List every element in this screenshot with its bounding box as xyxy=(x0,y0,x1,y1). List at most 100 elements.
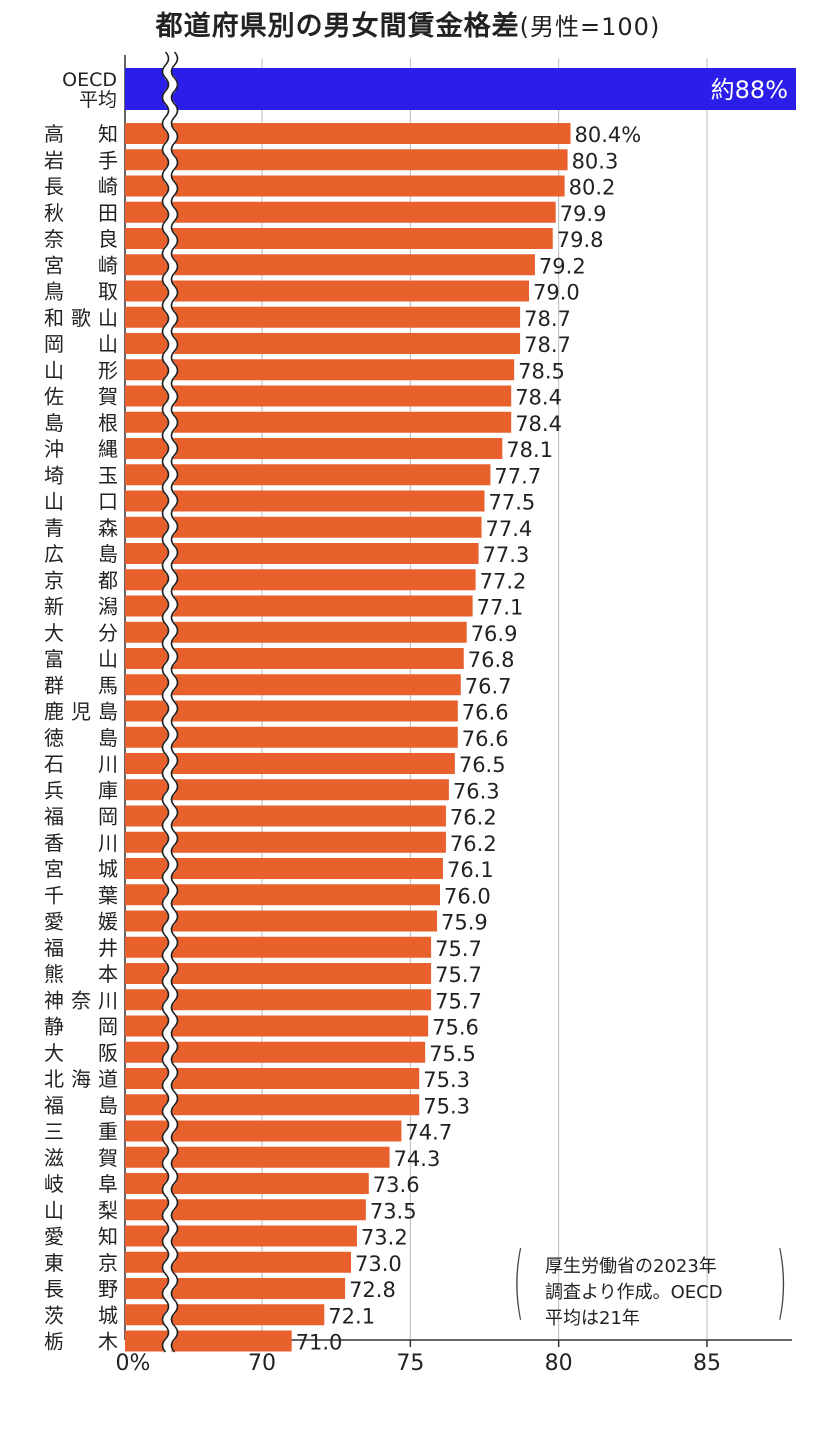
data-label: 78.7 xyxy=(524,307,571,331)
category-label: 岐 阜 xyxy=(44,1172,118,1196)
bar xyxy=(125,201,556,223)
data-label: 79.2 xyxy=(539,254,586,278)
x-tick-label: 80 xyxy=(545,1351,573,1376)
category-label: 高 知 xyxy=(44,122,118,146)
category-label: 栃 木 xyxy=(44,1330,118,1354)
chart-subtitle: (男性=100) xyxy=(519,13,661,41)
data-label: 76.8 xyxy=(468,648,515,672)
x-tick-label: 85 xyxy=(693,1351,721,1376)
x-tick-label: 70 xyxy=(248,1351,276,1376)
bar xyxy=(125,700,458,722)
bar xyxy=(125,936,432,958)
data-label: 79.9 xyxy=(560,202,607,226)
bar xyxy=(125,1041,426,1063)
bar xyxy=(125,516,482,538)
data-label: 78.4 xyxy=(515,386,562,410)
data-label: 75.7 xyxy=(435,963,482,987)
data-label: 76.1 xyxy=(447,858,494,882)
bar xyxy=(125,648,464,669)
category-label: 和歌山 xyxy=(44,306,118,330)
category-label: 佐 賀 xyxy=(44,385,118,409)
category-label: 広 島 xyxy=(44,542,118,566)
bar xyxy=(125,1278,346,1299)
bar xyxy=(125,175,565,197)
data-label: 76.2 xyxy=(450,832,497,856)
data-label: 75.9 xyxy=(441,911,488,935)
bar xyxy=(125,569,476,591)
data-label: 76.6 xyxy=(462,727,509,751)
note-paren-left: ( xyxy=(513,1235,525,1328)
category-label: 秋 田 xyxy=(44,201,118,225)
category-label: 鹿児島 xyxy=(44,700,118,724)
category-label: 山 口 xyxy=(44,490,118,514)
source-note-text: 厚生労働省の2023年 調査より作成。OECD 平均は21年 xyxy=(545,1254,723,1332)
bar xyxy=(125,805,446,827)
oecd-value-label: 約88% xyxy=(711,76,788,104)
data-label: 77.3 xyxy=(483,543,530,567)
data-label: 75.3 xyxy=(423,1068,470,1092)
bar xyxy=(125,595,473,617)
category-label: 熊 本 xyxy=(44,962,118,986)
oecd-label: OECD xyxy=(62,69,117,91)
bar xyxy=(125,831,446,853)
data-label: 73.2 xyxy=(361,1226,408,1250)
data-label: 74.7 xyxy=(405,1121,452,1145)
data-label: 76.5 xyxy=(459,753,506,777)
data-label: 72.8 xyxy=(349,1278,396,1302)
bar xyxy=(125,1068,420,1089)
axis-break-gap xyxy=(162,48,178,1356)
data-label: 78.7 xyxy=(524,333,571,357)
bar xyxy=(125,910,438,932)
bar xyxy=(125,1199,366,1221)
bar xyxy=(125,753,455,774)
bar xyxy=(125,306,521,328)
category-label: 東 京 xyxy=(44,1251,118,1275)
category-label: 茨 城 xyxy=(44,1303,118,1327)
category-label: 兵 庫 xyxy=(44,778,118,802)
bar xyxy=(125,1015,429,1037)
bar xyxy=(125,1251,351,1273)
bar xyxy=(125,438,503,459)
bar xyxy=(125,254,535,276)
oecd-bar xyxy=(125,68,796,110)
chart-title: 都道府県別の男女間賃金格差(男性=100) xyxy=(0,4,816,43)
bar xyxy=(125,884,440,906)
category-label: 富 山 xyxy=(44,647,118,671)
data-label: 76.7 xyxy=(465,674,512,698)
bar xyxy=(125,385,512,407)
source-note-line: 厚生労働省の2023年 xyxy=(545,1256,717,1277)
bar xyxy=(125,963,432,984)
bar xyxy=(125,726,458,748)
data-label: 71.0 xyxy=(296,1331,343,1355)
category-label: 群 馬 xyxy=(44,673,118,697)
axis-break xyxy=(161,48,179,1356)
data-label: 75.7 xyxy=(435,937,482,961)
data-label: 79.0 xyxy=(533,281,580,305)
bar xyxy=(125,333,521,354)
data-label: 77.2 xyxy=(480,569,527,593)
data-label: 80.3 xyxy=(572,149,619,173)
category-label: 香 川 xyxy=(44,831,118,855)
category-label: 京 都 xyxy=(44,568,118,592)
data-label: 76.0 xyxy=(444,884,491,908)
data-label: 72.1 xyxy=(328,1304,375,1328)
bar xyxy=(125,149,568,171)
data-label: 76.3 xyxy=(453,779,500,803)
data-label: 80.2 xyxy=(569,176,616,200)
data-label: 79.8 xyxy=(557,228,604,252)
bar xyxy=(125,1173,369,1194)
bar xyxy=(125,858,443,879)
data-label: 75.7 xyxy=(435,989,482,1013)
category-label: 千 葉 xyxy=(44,883,118,907)
bar xyxy=(125,280,529,302)
data-label: 80.4% xyxy=(575,123,642,147)
bar xyxy=(125,1120,402,1142)
category-label: 岡 山 xyxy=(44,332,118,356)
data-label: 75.5 xyxy=(429,1042,476,1066)
category-label: 北海道 xyxy=(44,1067,118,1091)
bar xyxy=(125,228,553,249)
data-label: 76.9 xyxy=(471,622,518,646)
bar xyxy=(125,621,467,643)
